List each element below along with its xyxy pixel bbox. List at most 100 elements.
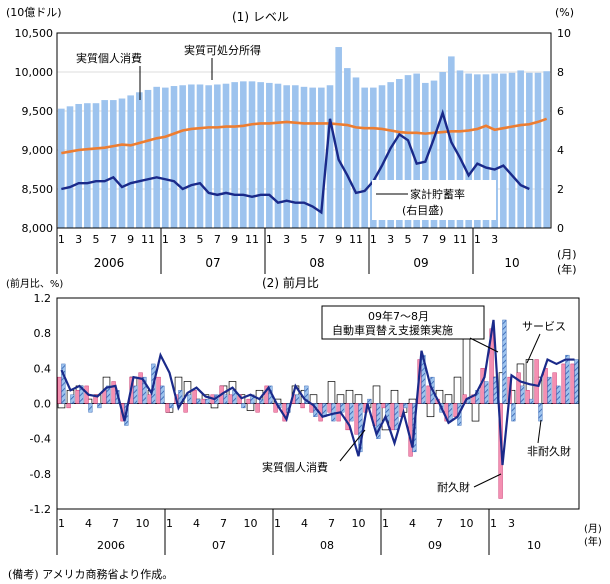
p1-left-tick: 8,500 [22, 183, 54, 196]
p2-durables-bar [543, 368, 548, 404]
p1-income-bar [170, 86, 178, 228]
p1-income-bar [179, 85, 186, 228]
p2-month-label: 10 [460, 517, 474, 530]
p1-month-label: 1 [58, 233, 65, 246]
p2-durables-bar [255, 403, 260, 413]
p2-durables-bar [228, 394, 233, 404]
p1-right-tick: 6 [557, 105, 564, 118]
panel1-title: (1) レベル [232, 10, 289, 24]
p1-year-label: 10 [504, 256, 519, 270]
p2-nondurables-bar [259, 398, 264, 404]
p1-income-bar [196, 84, 204, 228]
p2-services-bar [327, 381, 336, 404]
p1-income-bar [257, 82, 264, 228]
p2-nondurables-bar [205, 398, 210, 404]
p1-month-label: 9 [127, 233, 134, 246]
p1-month-label: 3 [387, 233, 394, 246]
p2-x-unit: (月) [584, 523, 602, 535]
p2-nondurables-bar [331, 403, 336, 422]
p2-durables-bar [408, 403, 413, 457]
label-saving-rate: 家計貯蓄率 [410, 187, 465, 201]
p2-durables-bar [570, 363, 575, 404]
p1-year-label: 07 [205, 256, 220, 270]
leader-durables [473, 473, 502, 488]
p1-month-label: 3 [75, 233, 82, 246]
p1-income-bar [300, 86, 308, 228]
p2-nondurables-bar [79, 385, 84, 404]
p1-income-bar [508, 72, 516, 228]
p2-nondurables-bar [529, 398, 534, 404]
p2-durables-bar [354, 403, 359, 435]
p2-nondurables-bar [547, 376, 552, 404]
p2-durables-bar [381, 403, 386, 409]
callout-line2: 自動車買替え支援策実施 [332, 323, 453, 337]
p2-durables-bar [75, 390, 80, 404]
p2-services-bar [390, 389, 399, 404]
p2-durables-bar [300, 403, 305, 409]
p1-income-bar [214, 84, 221, 228]
p1-income-bar [266, 82, 273, 228]
p2-month-label: 7 [220, 517, 227, 530]
p2-durables-bar [246, 398, 251, 404]
p1-income-bar [110, 100, 117, 228]
p1-income-bar [118, 98, 126, 229]
p2-nondurables-bar [394, 403, 399, 431]
p2-y-unit: (前月比、%) [6, 277, 63, 290]
p1-income-bar [292, 85, 299, 228]
p1-month-label: 9 [335, 233, 342, 246]
p1-month-label: 11 [349, 233, 363, 246]
p2-durables-bar [165, 403, 170, 413]
p2-month-label: 1 [490, 517, 497, 530]
p1-income-bar [456, 70, 464, 228]
p1-income-bar [231, 82, 238, 228]
p2-services-bar [444, 394, 453, 404]
p1-income-bar [361, 87, 368, 228]
label-services: サービス [522, 320, 566, 333]
p1-income-bar [101, 100, 108, 228]
p1-income-bar [162, 87, 169, 228]
p1-year-label: 08 [309, 256, 324, 270]
p1-income-bar [188, 84, 195, 228]
p2-nondurables-bar [106, 385, 111, 404]
callout-box [321, 305, 485, 340]
p1-income-bar [526, 72, 533, 228]
p1-income-bar [413, 73, 420, 228]
p1-month-label: 1 [162, 233, 169, 246]
p2-durables-bar [552, 372, 557, 404]
p2-consumption-line [60, 319, 575, 466]
p1-income-bar [534, 72, 542, 228]
p1-income-bar [248, 81, 256, 228]
p2-durables-bar [480, 368, 485, 404]
p2-nondurables-bar [340, 403, 345, 413]
p2-nondurables-bar [133, 385, 138, 404]
p1-left-tick: 9,000 [22, 144, 54, 157]
p2-month-label: 10 [136, 517, 150, 530]
p1-left-tick: 10,500 [15, 27, 54, 40]
p2-x-unit2: (年) [584, 535, 602, 548]
p1-month-label: 11 [453, 233, 467, 246]
label-durables: 耐久財 [437, 480, 470, 494]
p2-year-label: 2006 [97, 539, 125, 552]
p2-nondurables-bar [367, 398, 372, 404]
p1-income-bar [75, 103, 82, 228]
p2-services-bar [354, 394, 363, 404]
p1-month-label: 11 [141, 233, 155, 246]
p2-month-label: 4 [193, 517, 200, 530]
p1-income-bar [474, 74, 481, 228]
p1-income-bar [517, 70, 524, 228]
p1-income-bar [222, 83, 230, 228]
p2-y-tick: 1.2 [34, 292, 52, 305]
p2-month-label: 7 [112, 517, 119, 530]
p2-year-label: 08 [320, 539, 334, 552]
p1-income-bar [491, 73, 498, 228]
p1-month-label: 7 [422, 233, 429, 246]
p2-nondurables-bar [502, 319, 507, 404]
p1-income-bar [283, 85, 290, 228]
label-saving-right-axis: (右目盛) [402, 203, 444, 217]
leader-callout [469, 337, 499, 353]
p1-income-bar [205, 85, 212, 228]
p2-nondurables-bar [295, 394, 300, 404]
p2-durables-bar [156, 376, 161, 404]
p1-income-bar [370, 87, 377, 228]
p1-month-label: 1 [474, 233, 481, 246]
